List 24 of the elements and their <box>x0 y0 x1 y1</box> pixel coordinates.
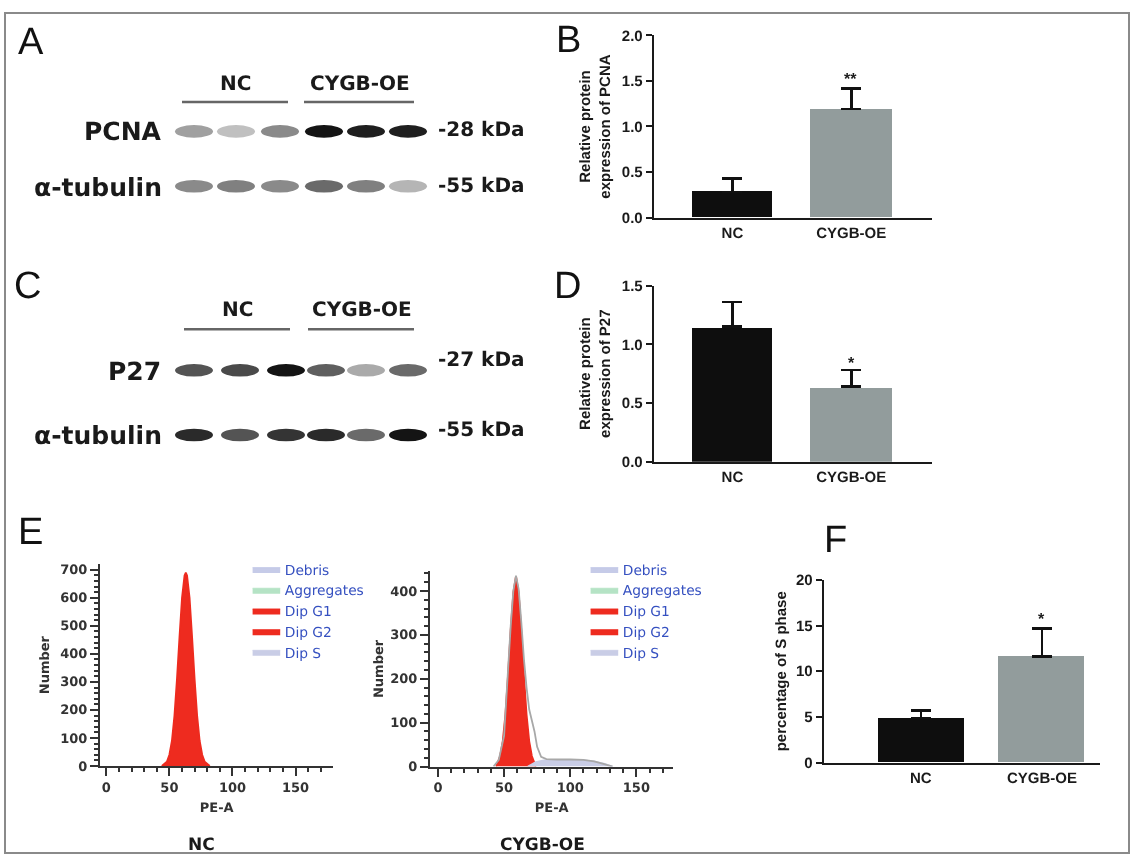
text: NC <box>188 836 215 856</box>
category-label: P27 <box>108 356 162 386</box>
annotation: * <box>848 354 856 372</box>
chart-title: D <box>554 266 582 308</box>
category-label: CYGB-OE <box>312 300 413 322</box>
category-label: CYGB-OE <box>310 74 411 96</box>
category-label: α-tubulin <box>34 172 162 202</box>
category-label: NC <box>220 74 252 96</box>
category-label: NC <box>222 300 254 322</box>
text: A <box>18 22 44 64</box>
chart-title: F <box>824 520 848 562</box>
category-label: -55 kDa <box>438 420 525 442</box>
chart-title: B <box>556 20 582 62</box>
category-label: -55 kDa <box>438 176 525 198</box>
category-label: -28 kDa <box>438 120 525 142</box>
annotation: ** <box>844 70 859 88</box>
chart-title: E <box>18 512 44 554</box>
category-label: -27 kDa <box>438 350 525 372</box>
text: C <box>14 266 42 308</box>
category-label: α-tubulin <box>34 420 162 450</box>
line-series <box>492 574 614 767</box>
category-label: PCNA <box>84 116 161 146</box>
text: CYGB-OE <box>500 836 586 856</box>
annotation: * <box>1038 610 1046 628</box>
